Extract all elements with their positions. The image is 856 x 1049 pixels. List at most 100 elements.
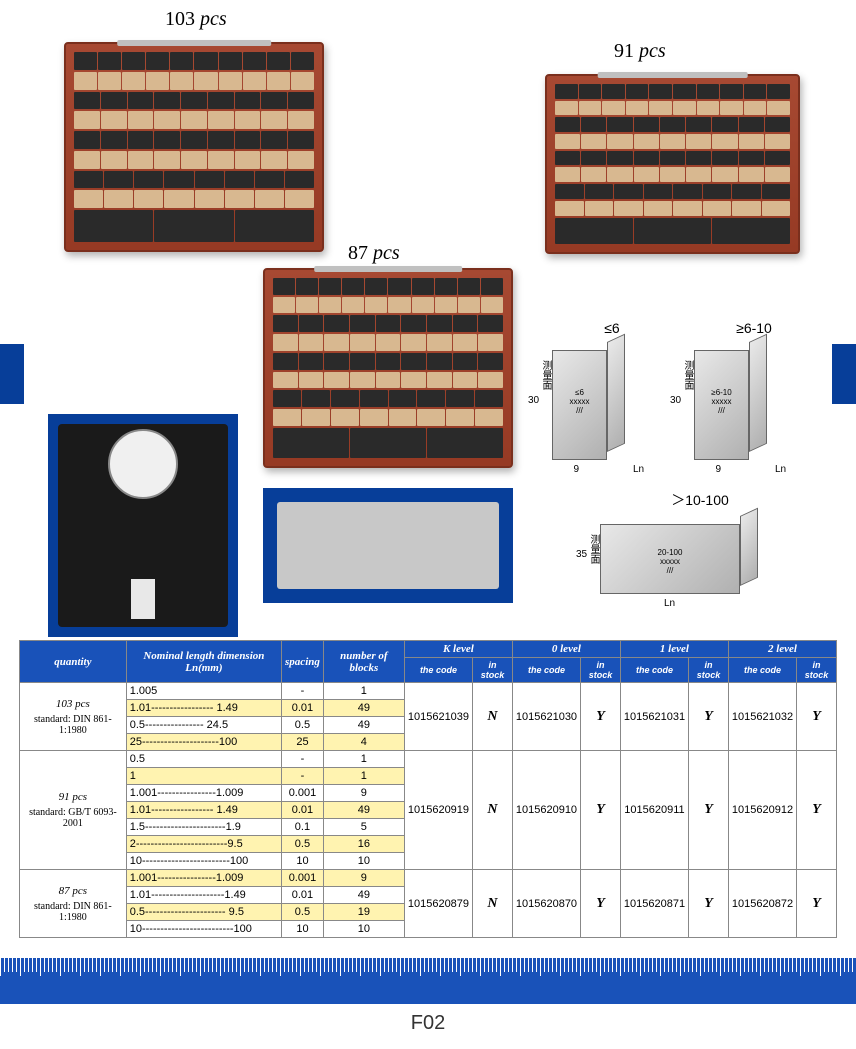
- code-cell: 1015621032: [728, 683, 796, 751]
- stock-cell: Y: [689, 683, 729, 751]
- sub-code-0: the code: [512, 658, 580, 683]
- spacing-cell: 0.01: [282, 887, 324, 904]
- dim-cell: 0.5---------------------- 9.5: [126, 904, 281, 921]
- gauge-block-icon: [131, 579, 155, 619]
- quantity-cell: 87 pcsstandard: DIN 861-1:1980: [20, 870, 127, 938]
- dim-cell: 10-------------------------100: [126, 921, 281, 938]
- code-cell: 1015620870: [512, 870, 580, 938]
- gauge-block-set-box: [64, 42, 324, 252]
- stock-cell: Y: [689, 870, 729, 938]
- sub-stock-k: in stock: [473, 658, 513, 683]
- block-side-face: [749, 334, 767, 452]
- code-cell: 1015620910: [512, 751, 580, 870]
- blocks-cell: 49: [323, 700, 404, 717]
- spacing-cell: -: [282, 683, 324, 700]
- dim-cell: 1.005: [126, 683, 281, 700]
- blocks-cell: 1: [323, 768, 404, 785]
- blocks-cell: 49: [323, 802, 404, 819]
- ruler-ticks-long-icon: [0, 958, 856, 976]
- blue-bar-left: [0, 344, 24, 404]
- stock-cell: Y: [797, 683, 837, 751]
- hdr-2-level: 2 level: [728, 641, 836, 658]
- blocks-cell: 4: [323, 734, 404, 751]
- dim-cell: 10------------------------100: [126, 853, 281, 870]
- measuring-stand: [58, 424, 228, 627]
- stock-cell: Y: [797, 870, 837, 938]
- hinge-icon: [597, 72, 748, 78]
- size-title: ≥6-10: [694, 320, 814, 336]
- code-cell: 1015621031: [620, 683, 688, 751]
- sub-code-k: the code: [404, 658, 472, 683]
- dim-ln: Ln: [664, 598, 675, 609]
- hdr-k-level: K level: [404, 641, 512, 658]
- sub-stock-1: in stock: [689, 658, 729, 683]
- hdr-blocks: number of blocks: [323, 641, 404, 683]
- hinge-icon: [314, 266, 462, 272]
- size-title: ≤6: [552, 320, 672, 336]
- dim-cell: 25---------------------100: [126, 734, 281, 751]
- stock-cell: Y: [797, 751, 837, 870]
- block-front-face: 20-100 xxxxx ///: [600, 524, 740, 594]
- page-code: F02: [0, 1004, 856, 1049]
- hdr-quantity: quantity: [20, 641, 127, 683]
- dim-ln: 9: [574, 464, 580, 475]
- dim-h: 30: [670, 395, 681, 406]
- spacing-cell: 25: [282, 734, 324, 751]
- table-row: 87 pcsstandard: DIN 861-1:19801.001-----…: [20, 870, 837, 887]
- spacing-cell: 0.01: [282, 802, 324, 819]
- code-cell: 1015620919: [404, 751, 472, 870]
- code-cell: 1015620871: [620, 870, 688, 938]
- blocks-cell: 1: [323, 683, 404, 700]
- blocks-cell: 1: [323, 751, 404, 768]
- dim-ln2: Ln: [775, 464, 786, 475]
- hinge-icon: [117, 40, 271, 46]
- dim-cell: 1.001----------------1.009: [126, 870, 281, 887]
- pcs-label: 103 pcs: [165, 8, 227, 31]
- blocks-cell: 10: [323, 921, 404, 938]
- spacing-cell: -: [282, 768, 324, 785]
- sub-stock-2: in stock: [797, 658, 837, 683]
- dim-cell: 1.5----------------------1.9: [126, 819, 281, 836]
- stock-cell: N: [473, 751, 513, 870]
- hdr-spacing: spacing: [282, 641, 324, 683]
- dim-cell: 2-------------------------9.5: [126, 836, 281, 853]
- dim-ln2: Ln: [633, 464, 644, 475]
- size-diagram: ≤6 ≤6 xxxxx /// 测量面 30 9 Ln: [552, 320, 672, 480]
- measure-face-label: 测量面: [538, 360, 553, 390]
- size-title: ＞10-100: [600, 490, 800, 510]
- spacing-cell: 0.01: [282, 700, 324, 717]
- code-cell: 1015620879: [404, 870, 472, 938]
- blocks-cell: 9: [323, 785, 404, 802]
- clamp-panel: [263, 488, 513, 603]
- code-cell: 1015621039: [404, 683, 472, 751]
- sub-stock-0: in stock: [581, 658, 621, 683]
- block-front-face: ≤6 xxxxx ///: [552, 350, 607, 460]
- spacing-cell: 10: [282, 921, 324, 938]
- clamp-fixture-icon: [277, 502, 499, 589]
- dim-cell: 0.5: [126, 751, 281, 768]
- table-row: 91 pcsstandard: GB/T 6093-20010.5-110156…: [20, 751, 837, 768]
- spacing-cell: 10: [282, 853, 324, 870]
- stock-cell: Y: [581, 751, 621, 870]
- sub-code-2: the code: [728, 658, 796, 683]
- sub-code-1: the code: [620, 658, 688, 683]
- dim-h: 30: [528, 395, 539, 406]
- ruler-footer: [0, 958, 856, 1004]
- spacing-cell: 0.1: [282, 819, 324, 836]
- code-cell: 1015620911: [620, 751, 688, 870]
- hdr-1-level: 1 level: [620, 641, 728, 658]
- spacing-cell: 0.5: [282, 904, 324, 921]
- table-row: 103 pcsstandard: DIN 861-1:19801.005-110…: [20, 683, 837, 700]
- hdr-nominal: Nominal length dimension Ln(mm): [126, 641, 281, 683]
- measure-face-label: 测量面: [680, 360, 695, 390]
- blocks-cell: 9: [323, 870, 404, 887]
- spacing-cell: 0.001: [282, 870, 324, 887]
- dial-gauge-icon: [108, 429, 178, 499]
- spacing-cell: 0.5: [282, 717, 324, 734]
- size-diagram: ≥6-10 ≥6-10 xxxxx /// 测量面 30 9 Ln: [694, 320, 814, 480]
- dim-cell: 1: [126, 768, 281, 785]
- blue-bar-right: [832, 344, 856, 404]
- dim-cell: 1.01----------------- 1.49: [126, 802, 281, 819]
- stock-cell: N: [473, 683, 513, 751]
- gauge-block-set-box: [545, 74, 800, 254]
